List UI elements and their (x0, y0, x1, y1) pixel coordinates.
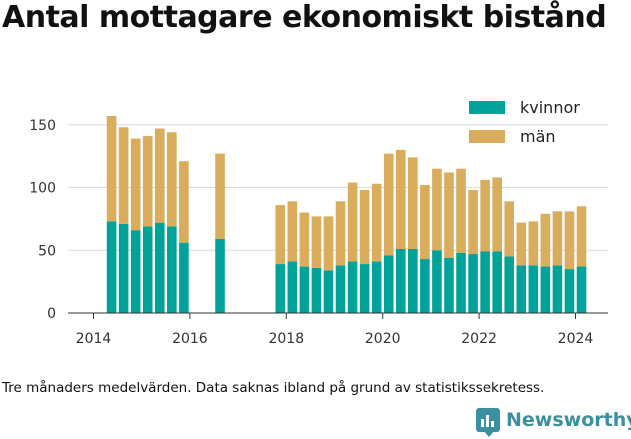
bar-man (347, 182, 358, 262)
legend-swatch (469, 130, 505, 143)
bar-man (299, 212, 310, 267)
bar-kvinnor (516, 265, 527, 313)
bar-kvinnor (275, 264, 286, 313)
bar-man (167, 132, 177, 227)
bar-man (480, 179, 490, 252)
x-tick-label: 2024 (558, 331, 594, 347)
bar-man (335, 201, 346, 266)
bar-man (468, 190, 478, 255)
bar-man (504, 201, 515, 257)
bar-man (408, 157, 418, 249)
bar-kvinnor (179, 242, 189, 313)
newsworthy-logo-icon (476, 408, 500, 437)
bar-kvinnor (347, 261, 358, 313)
bar-man (130, 138, 141, 231)
bar-kvinnor (383, 255, 394, 313)
bar-kvinnor (492, 251, 502, 313)
bar-kvinnor (215, 238, 225, 313)
bar-man (564, 211, 575, 270)
x-axis: 2014 2016 2018 2020 2022 2024 (76, 313, 594, 347)
bar-man (371, 183, 382, 262)
bar-man (528, 221, 539, 266)
bar-man (395, 149, 406, 249)
footnote: Tre månaders medelvärden. Data saknas ib… (2, 380, 545, 396)
bar-man (106, 115, 117, 222)
bar-kvinnor (167, 226, 177, 313)
bar-man (540, 213, 551, 267)
bar-kvinnor (480, 251, 490, 313)
bar-kvinnor (299, 266, 310, 313)
bar-kvinnor (311, 267, 322, 313)
bar-kvinnor (468, 254, 478, 313)
bar-kvinnor (408, 249, 418, 313)
x-tick-label: 2014 (76, 331, 112, 347)
bar-kvinnor (118, 223, 129, 313)
x-tick-label: 2020 (365, 331, 401, 347)
bar-kvinnor (540, 266, 551, 313)
y-tick-label: 0 (47, 306, 56, 322)
bar-man (118, 127, 129, 224)
y-axis: 0 50 100 150 (29, 118, 608, 322)
bar-man (275, 205, 286, 265)
bar-kvinnor (552, 265, 563, 313)
bar-kvinnor (323, 270, 334, 313)
bar-kvinnor (444, 257, 454, 313)
y-tick-label: 150 (29, 118, 56, 134)
brand-name: Newsworthy (506, 409, 631, 431)
bar-kvinnor (142, 226, 153, 313)
bar-man (456, 168, 466, 253)
bar-kvinnor (106, 221, 117, 313)
bar-chart: 2014 2016 2018 2020 2022 2024 0 50 100 150 kvinn… (29, 98, 608, 347)
bar-man (311, 216, 322, 268)
bar-man (444, 172, 454, 258)
bar-kvinnor (287, 261, 298, 313)
bar-kvinnor (335, 265, 346, 313)
bar-kvinnor (564, 269, 575, 313)
chart-title: Antal mottagare ekonomiskt bistånd (2, 0, 607, 35)
bar-man (492, 177, 502, 252)
legend-swatch (469, 101, 505, 114)
bar-kvinnor (420, 259, 430, 313)
x-tick-label: 2016 (172, 331, 208, 347)
bar-man (432, 168, 442, 251)
bar-kvinnor (504, 256, 515, 313)
bar-man (215, 153, 225, 239)
legend-label: män (520, 127, 556, 146)
bar-man (383, 153, 394, 256)
bar-man (287, 201, 298, 262)
bar-kvinnor (130, 230, 141, 313)
bar-man (323, 216, 334, 271)
bar-kvinnor (456, 252, 466, 313)
bar-man (142, 136, 153, 227)
bar-kvinnor (528, 265, 539, 313)
bar-man (576, 206, 587, 267)
x-tick-label: 2018 (268, 331, 304, 347)
legend: kvinnor män (469, 98, 580, 146)
y-tick-label: 50 (38, 243, 56, 259)
bar-man (552, 211, 563, 266)
bar-man (154, 128, 165, 223)
brand-logo: Newsworthy (476, 408, 631, 437)
legend-label: kvinnor (520, 98, 580, 117)
x-tick-label: 2022 (461, 331, 497, 347)
bar-kvinnor (576, 266, 587, 313)
bar-kvinnor (395, 249, 406, 313)
bar-kvinnor (371, 261, 382, 313)
bar-man (420, 185, 430, 260)
y-tick-label: 100 (29, 181, 56, 197)
bar-man (179, 161, 189, 243)
bar-kvinnor (154, 222, 165, 313)
bar-man (359, 190, 370, 265)
bar-kvinnor (432, 250, 442, 313)
bars (106, 115, 587, 313)
bar-kvinnor (359, 264, 370, 313)
bar-man (516, 222, 527, 266)
